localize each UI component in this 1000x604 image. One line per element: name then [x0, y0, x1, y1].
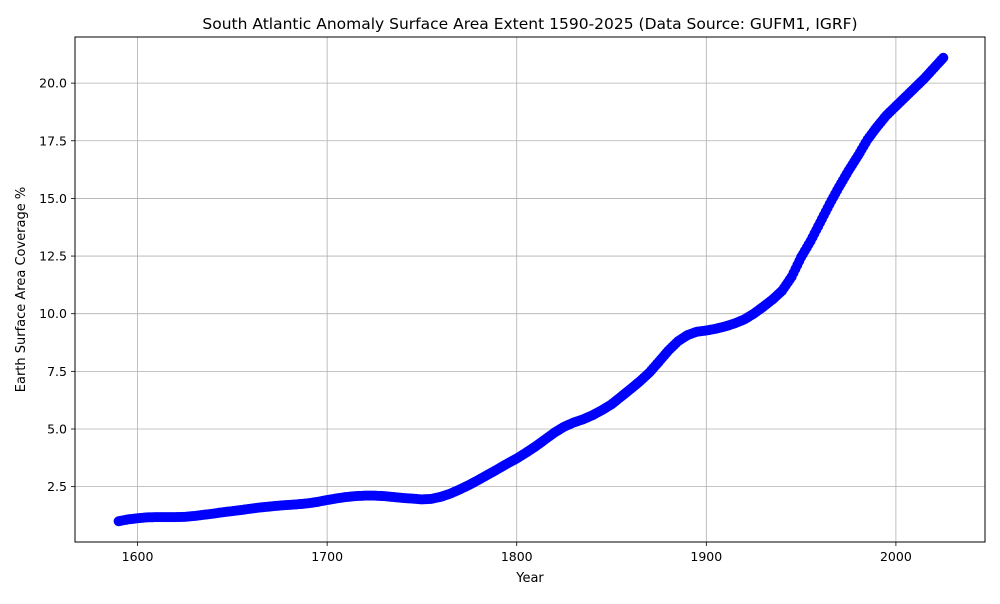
- x-tick-label: 2000: [880, 549, 912, 564]
- y-tick-label: 2.5: [47, 479, 67, 494]
- x-tick-label: 1800: [501, 549, 533, 564]
- y-tick-label: 15.0: [39, 191, 67, 206]
- plot-frame: [74, 36, 986, 543]
- x-axis-ticks: 1600 1700 1800 1900 2000: [122, 542, 912, 564]
- data-point: [938, 52, 949, 63]
- y-tick-label: 20.0: [39, 76, 67, 91]
- y-tick-label: 5.0: [47, 422, 67, 437]
- y-tick-label: 7.5: [47, 364, 67, 379]
- x-tick-label: 1600: [122, 549, 154, 564]
- y-tick-label: 10.0: [39, 306, 67, 321]
- y-axis-label: Earth Surface Area Coverage %: [14, 187, 29, 392]
- y-tick-label: 17.5: [39, 133, 67, 148]
- y-axis-ticks: 2.5 5.0 7.5 10.0 12.5 15.0 17.5 20.0: [39, 76, 75, 494]
- x-tick-label: 1900: [690, 549, 722, 564]
- x-tick-label: 1700: [311, 549, 343, 564]
- x-axis-label: Year: [515, 571, 544, 586]
- grid-lines: [75, 37, 985, 542]
- data-points: [113, 52, 949, 527]
- chart-title: South Atlantic Anomaly Surface Area Exte…: [202, 15, 857, 33]
- y-tick-label: 12.5: [39, 249, 67, 264]
